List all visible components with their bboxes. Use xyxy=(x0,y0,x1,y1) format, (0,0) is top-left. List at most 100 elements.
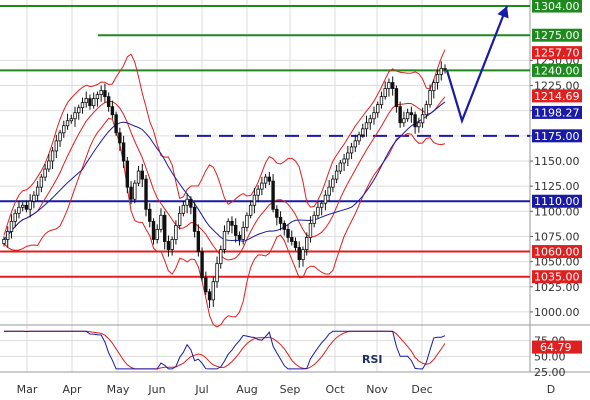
candle xyxy=(181,201,186,217)
candle xyxy=(43,164,47,182)
candle xyxy=(338,159,343,175)
candle-body xyxy=(323,194,328,204)
candle-body xyxy=(88,98,92,107)
candle xyxy=(323,190,328,211)
candle xyxy=(163,211,167,250)
candle xyxy=(192,202,197,238)
candle xyxy=(148,203,152,228)
candle-body xyxy=(43,168,47,178)
candle-body xyxy=(151,220,156,240)
candle xyxy=(390,76,395,96)
candle xyxy=(159,208,163,233)
candle-body xyxy=(271,180,275,210)
candle-body xyxy=(282,222,286,230)
candle xyxy=(364,115,369,137)
candle xyxy=(312,211,316,228)
candle xyxy=(140,164,144,188)
candle xyxy=(383,81,387,100)
candle-body xyxy=(211,281,215,301)
candle-body xyxy=(69,118,73,122)
candle-body xyxy=(226,220,230,232)
candle-body xyxy=(65,120,70,127)
candle-body xyxy=(155,229,159,240)
candle-body xyxy=(204,277,208,293)
candle xyxy=(166,235,171,257)
candle-body xyxy=(177,212,182,226)
month-label: Apr xyxy=(62,383,82,396)
candle xyxy=(103,83,107,103)
candle xyxy=(260,177,264,196)
candle xyxy=(316,201,320,219)
candle xyxy=(121,135,126,169)
candle-body xyxy=(405,112,410,120)
candle xyxy=(50,146,55,170)
candle-body xyxy=(319,202,324,208)
candle-body xyxy=(256,188,260,196)
candle-body xyxy=(170,239,174,250)
candle-body xyxy=(237,235,242,240)
candle xyxy=(99,85,103,102)
candle-body xyxy=(103,90,107,97)
candle xyxy=(263,174,268,189)
candle xyxy=(286,224,290,243)
rsi-value-label: 64.79 xyxy=(540,341,572,354)
candle xyxy=(151,218,156,245)
candle xyxy=(84,91,88,108)
candle xyxy=(443,64,447,74)
level-badge xyxy=(532,129,582,143)
candle xyxy=(174,220,178,245)
candle xyxy=(234,218,238,243)
candle-body xyxy=(290,237,294,242)
candle xyxy=(327,180,331,202)
candle-body xyxy=(443,68,447,70)
candle-body xyxy=(106,96,111,108)
candle-body xyxy=(189,198,193,208)
candle xyxy=(308,216,313,243)
candle xyxy=(35,181,40,202)
candle-body xyxy=(413,114,417,128)
candle xyxy=(73,106,77,127)
candle-body xyxy=(133,182,137,200)
candle xyxy=(2,236,6,247)
candle xyxy=(125,156,130,194)
candle-body xyxy=(24,204,29,210)
candle xyxy=(17,201,21,219)
candle-body xyxy=(215,263,219,283)
candle xyxy=(170,236,174,256)
candle xyxy=(118,127,122,151)
candle xyxy=(271,174,275,213)
level-badge-label: 1275.00 xyxy=(534,29,580,42)
candle-body xyxy=(417,122,421,128)
candle xyxy=(353,134,358,152)
candle xyxy=(435,69,440,90)
price-tick-label: 1050.00 xyxy=(534,256,580,269)
level-badge xyxy=(532,89,582,103)
candle xyxy=(349,142,354,159)
price-tick-label: 1075.00 xyxy=(534,230,580,243)
rsi-tick-label: 25.00 xyxy=(534,366,566,379)
candle-body xyxy=(32,194,36,202)
candle xyxy=(241,221,245,245)
candle xyxy=(376,101,380,118)
candle xyxy=(278,211,283,231)
bollinger-lower xyxy=(3,117,446,328)
candle xyxy=(207,288,212,308)
candle-body xyxy=(181,204,186,214)
candle xyxy=(319,200,324,216)
candle-body xyxy=(125,160,130,188)
level-badge-label: 1257.70 xyxy=(534,47,580,60)
candle xyxy=(361,123,365,138)
candle xyxy=(54,134,59,158)
candle-body xyxy=(118,132,122,144)
candle-body xyxy=(286,229,290,238)
candle xyxy=(275,205,279,226)
candle xyxy=(88,94,92,110)
month-label: Aug xyxy=(236,383,257,396)
projection-path xyxy=(445,5,509,125)
candle-body xyxy=(267,176,272,182)
candle xyxy=(185,193,189,214)
rsi-value-badge xyxy=(532,340,582,354)
price-tick-label: 1025.00 xyxy=(534,281,580,294)
candle-body xyxy=(364,122,369,130)
candle-body xyxy=(387,82,391,89)
